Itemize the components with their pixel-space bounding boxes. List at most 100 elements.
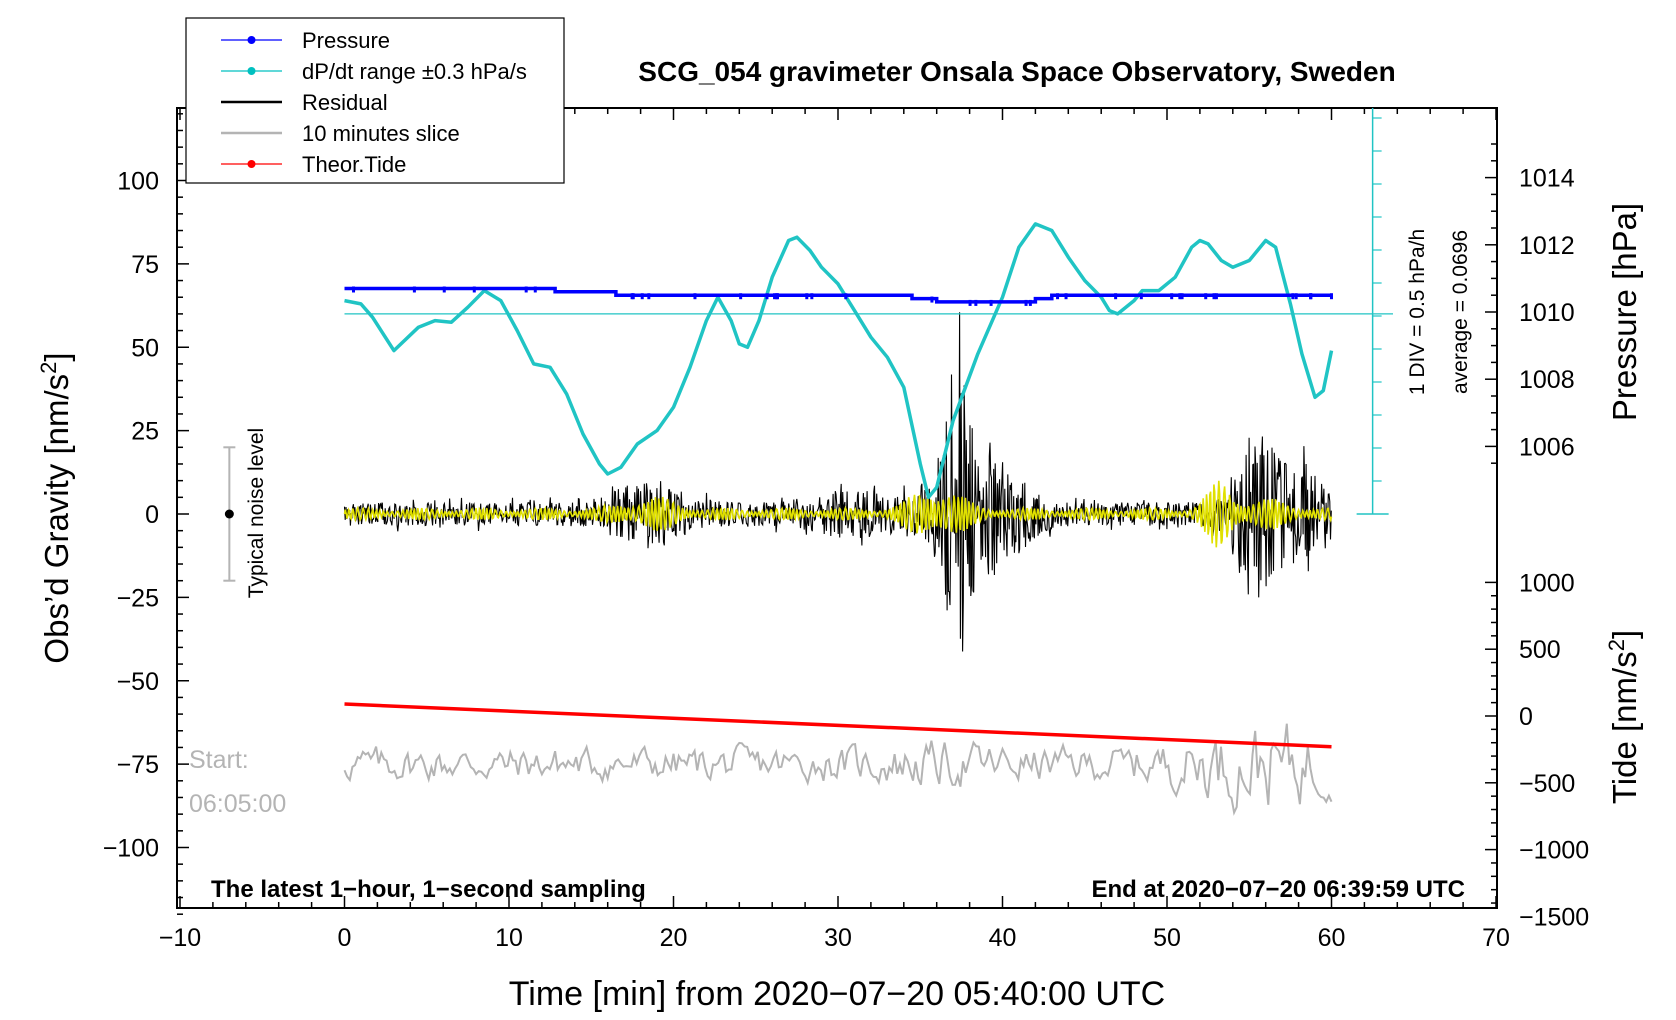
pressure-tick-label: 1014 — [1519, 165, 1575, 193]
chart-title: SCG_054 gravimeter Onsala Space Observat… — [638, 56, 1395, 87]
pressure-sample — [810, 293, 814, 300]
pressure-sample — [1204, 293, 1208, 300]
legend-label: Theor.Tide — [302, 152, 406, 177]
dpdt-line — [344, 222, 1334, 500]
pressure-sample — [1291, 293, 1295, 300]
legend-label: Pressure — [302, 28, 390, 53]
y-axis-label-tide-sup: 2 — [1604, 639, 1629, 651]
pressure-sample — [524, 286, 528, 293]
x-tick-label: 30 — [824, 924, 852, 952]
y-tick-label: 0 — [145, 501, 159, 529]
tide-tick-label: 0 — [1519, 703, 1533, 731]
pressure-sample — [989, 299, 993, 306]
pressure-sample — [630, 293, 634, 300]
y-tick-label: −25 — [117, 584, 159, 612]
x-tick-label: 50 — [1153, 924, 1181, 952]
y-axis-label-tide-end: ] — [1606, 630, 1643, 639]
legend-label: dP/dt range ±0.3 hPa/s — [302, 59, 527, 84]
axis-tick-labels: −10 0 10 20 30 40 50 60 701007550250−25−50−75−10… — [103, 165, 1590, 952]
pressure-sample — [533, 286, 537, 293]
tide-series — [344, 702, 1332, 749]
start-time: 06:05:00 — [189, 790, 286, 818]
tide-tick-label: −500 — [1519, 770, 1575, 798]
average-annotation: average = 0.0696 — [1449, 230, 1472, 394]
pressure-sample — [1114, 293, 1118, 300]
pressure-sample — [775, 293, 779, 300]
pressure-sample — [1139, 293, 1143, 300]
y-axis-label-tide-main: Tide [nm/s — [1606, 651, 1643, 804]
x-tick-label: 40 — [989, 924, 1017, 952]
legend-box — [185, 17, 565, 184]
div-annotation: 1 DIV = 0.5 hPa/h — [1406, 229, 1429, 395]
end-time-note: End at 2020−07−20 06:39:59 UTC — [1091, 876, 1465, 903]
y-tick-label: 25 — [131, 418, 159, 446]
pressure-sample — [647, 293, 651, 300]
x-tick-label: −10 — [159, 924, 201, 952]
pressure-sample — [930, 296, 934, 303]
pressure-sample — [1214, 293, 1218, 300]
y-axis-label-gravity-main: Obs’d Gravity [nm/s — [38, 374, 75, 664]
pressure-sample — [1329, 293, 1333, 300]
pressure-series — [344, 286, 1333, 306]
y-axis-label-tide: Tide [nm/s2] — [1604, 630, 1643, 804]
pressure-sample — [412, 286, 416, 293]
pressure-sample — [1212, 293, 1216, 300]
legend-swatch-marker — [247, 160, 256, 168]
pressure-sample — [1024, 299, 1028, 306]
legend-items: Pressure dP/dt range ±0.3 hPa/s Residual 10… — [221, 28, 527, 177]
y-axis-label-gravity-end: ] — [38, 352, 75, 361]
y-tick-label: −75 — [117, 751, 159, 779]
pressure-sample — [472, 286, 476, 293]
x-tick-label: 10 — [495, 924, 523, 952]
pressure-sample — [1178, 293, 1182, 300]
y-tick-label: 75 — [131, 251, 159, 279]
pressure-sample — [773, 293, 777, 300]
pressure-sample — [1064, 293, 1068, 300]
legend-label: 10 minutes slice — [302, 121, 460, 146]
pressure-sample — [739, 293, 743, 300]
x-tick-label: 70 — [1482, 924, 1510, 952]
dpdt-series — [344, 222, 1334, 500]
pressure-sample — [1028, 299, 1032, 306]
x-tick-label: 60 — [1318, 924, 1346, 952]
y-axis-label-gravity-sup: 2 — [36, 362, 61, 374]
pressure-sample — [968, 299, 972, 306]
noise-level-marker — [223, 446, 236, 582]
plot-frame — [176, 107, 1498, 909]
pressure-sample — [351, 286, 355, 293]
pressure-sample — [1180, 293, 1184, 300]
pressure-sample — [974, 299, 978, 306]
dpdt-scale-bar — [344, 108, 1393, 515]
residual-line — [343, 312, 1332, 652]
legend: Pressure dP/dt range ±0.3 hPa/s Residual 10… — [185, 17, 565, 184]
pressure-sample — [844, 293, 848, 300]
pressure-sample — [442, 286, 446, 293]
pressure-sample — [805, 293, 809, 300]
y-tick-label: 50 — [131, 334, 159, 362]
noise-center-dot — [224, 509, 234, 519]
x-tick-label: 0 — [338, 924, 352, 952]
x-axis-label: Time [min] from 2020−07−20 05:40:00 UTC — [509, 975, 1165, 1013]
pressure-tick-label: 1010 — [1519, 299, 1575, 327]
pressure-tick-label: 1012 — [1519, 232, 1575, 260]
pressure-sample — [765, 293, 769, 300]
pressure-tick-label: 1008 — [1519, 366, 1575, 394]
y-tick-label: −100 — [103, 835, 159, 863]
pressure-sample — [693, 293, 697, 300]
pressure-sample — [1056, 293, 1060, 300]
y-axis-label-gravity: Obs’d Gravity [nm/s2] — [36, 352, 75, 663]
start-label: Start: — [189, 746, 249, 774]
pressure-sample — [1170, 293, 1174, 300]
legend-swatch-marker — [247, 67, 256, 75]
tide-tick-label: 1000 — [1519, 569, 1575, 597]
pressure-sample — [1309, 293, 1313, 300]
residual-series — [343, 312, 1333, 652]
pressure-sample — [640, 293, 644, 300]
pressure-sample — [1294, 293, 1298, 300]
tide-tick-label: 500 — [1519, 636, 1561, 664]
noise-level-label: Typical noise level — [245, 428, 268, 598]
sampling-note: The latest 1−hour, 1−second sampling — [211, 876, 646, 903]
tide-tick-label: −1500 — [1519, 903, 1589, 931]
y-axis-label-pressure: Pressure [hPa] — [1606, 203, 1643, 421]
